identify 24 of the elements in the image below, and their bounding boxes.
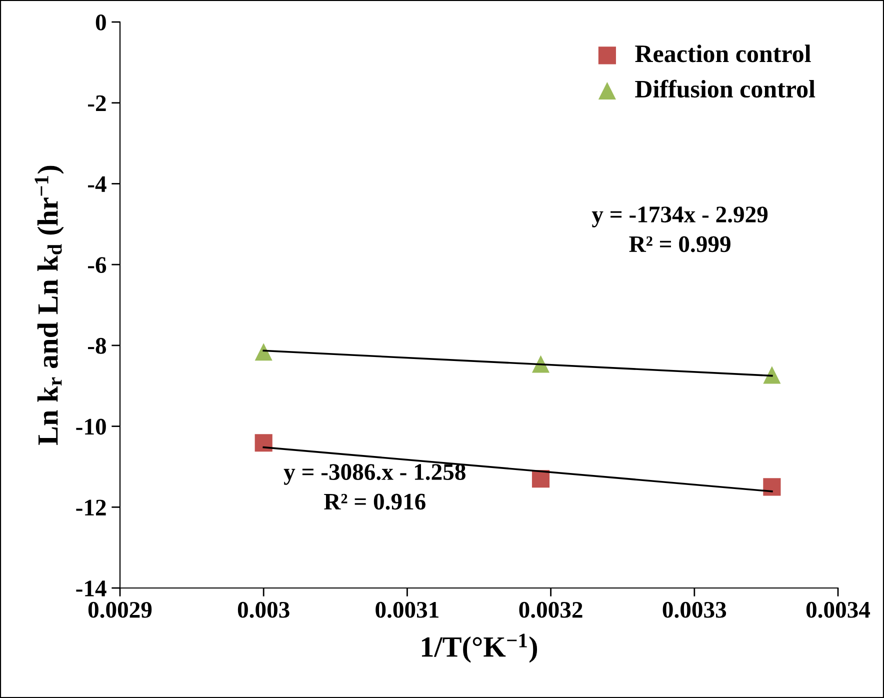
y-tick-label: -4 [88, 176, 106, 192]
y-tick-label: -12 [76, 500, 106, 516]
legend-label: Diffusion control [635, 80, 816, 98]
y-axis-title: Ln k$_{r}$ and Ln k$_{d}$ (hr$^{−1}$) [34, 166, 64, 445]
x-tick-label: 0.003 [238, 602, 290, 618]
y-tick-label: -8 [88, 338, 106, 354]
y-tick-label: -14 [76, 580, 106, 596]
x-tick-label: 0.0031 [376, 602, 438, 618]
x-axis-title: 1/T(°K$^{−1}$) [422, 634, 538, 663]
x-tick-label: 0.0033 [662, 602, 726, 618]
point [763, 478, 781, 496]
annotation: y = -3086.x - 1.258 R² = 0.916 [284, 464, 466, 510]
annotation: y = -1734x - 2.929 R² = 0.999 [592, 206, 768, 252]
y-tick-label: -6 [88, 257, 106, 273]
point [763, 366, 781, 384]
x-tick-label: 0.0032 [519, 602, 582, 618]
x-tick-label: 0.0034 [806, 602, 870, 618]
y-tick-label: 0 [96, 14, 106, 30]
point [254, 434, 272, 452]
x-tick-label: 0.0029 [88, 602, 152, 618]
legend-label: Reaction control [635, 44, 811, 62]
point [254, 343, 272, 361]
y-tick-label: -2 [88, 95, 106, 112]
y-tick-label: -10 [76, 418, 106, 435]
